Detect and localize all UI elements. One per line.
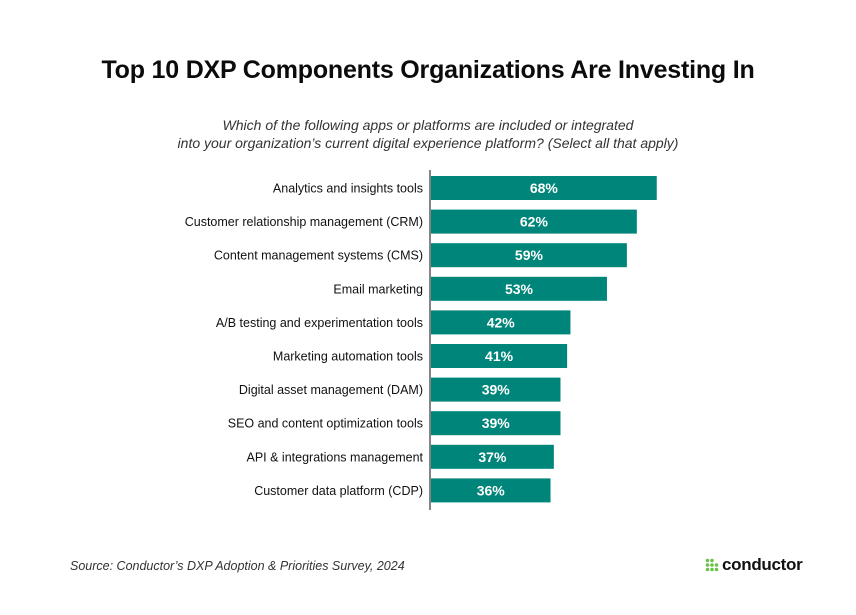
bar <box>431 243 627 268</box>
data-label: 41% <box>485 348 514 364</box>
data-label: 59% <box>515 247 544 263</box>
category-label: SEO and content optimization tools <box>228 417 423 431</box>
data-label: 68% <box>530 180 559 196</box>
data-label: 39% <box>482 382 511 398</box>
chart-title: Top 10 DXP Components Organizations Are … <box>101 56 755 84</box>
conductor-wordmark: conductor <box>722 555 803 574</box>
chart-subtitle-line-1: Which of the following apps or platforms… <box>222 117 634 133</box>
bar <box>431 478 551 503</box>
bar <box>431 444 554 469</box>
data-label: 53% <box>505 281 534 297</box>
data-label: 62% <box>520 214 549 230</box>
conductor-logo: conductor <box>705 555 803 575</box>
chart-subtitle-line-2: into your organization’s current digital… <box>177 135 679 151</box>
bar <box>431 377 561 402</box>
bar <box>431 276 607 301</box>
category-label: Analytics and insights tools <box>273 182 423 196</box>
category-label: Customer relationship management (CRM) <box>185 215 423 229</box>
category-label: A/B testing and experimentation tools <box>216 316 423 330</box>
source-note: Source: Conductor’s DXP Adoption & Prior… <box>70 559 405 573</box>
bar <box>431 209 637 234</box>
bar <box>431 176 657 200</box>
data-label: 37% <box>478 449 507 465</box>
category-label: Marketing automation tools <box>273 350 423 364</box>
bar <box>431 411 561 436</box>
category-label: API & integrations management <box>247 450 424 464</box>
data-label: 39% <box>482 415 511 431</box>
bar <box>431 310 571 335</box>
category-label: Content management systems (CMS) <box>214 249 423 263</box>
category-label: Digital asset management (DAM) <box>239 383 423 397</box>
category-label: Email marketing <box>333 282 423 296</box>
category-label: Customer data platform (CDP) <box>254 484 423 498</box>
bar <box>431 344 568 368</box>
data-label: 42% <box>487 314 516 330</box>
data-label: 36% <box>477 482 506 498</box>
conductor-dots-icon <box>705 558 719 572</box>
